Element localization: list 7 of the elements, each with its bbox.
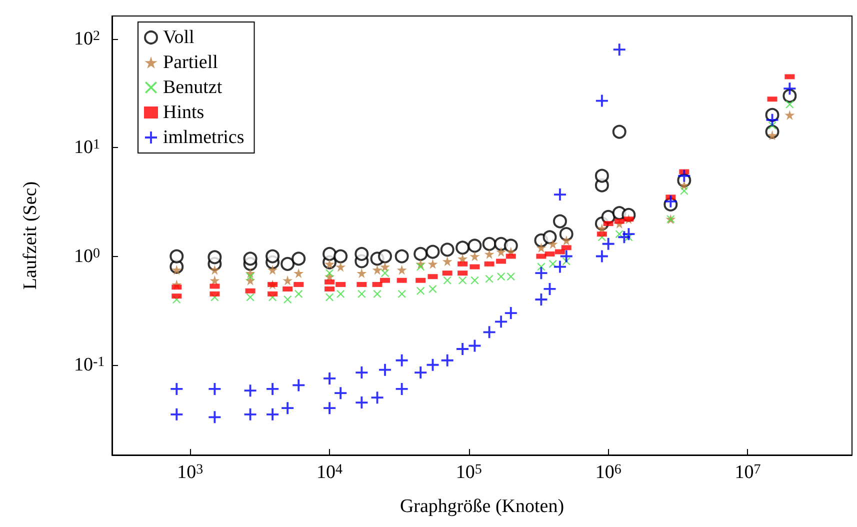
y-axis-title: Laufzeit (Sec)	[20, 181, 41, 290]
legend-label: Voll	[163, 27, 194, 48]
x-axis-title: Graphgröße (Knoten)	[400, 496, 564, 517]
legend-label: Benutzt	[163, 77, 223, 98]
legend-label: imlmetrics	[163, 127, 244, 148]
legend-label: Hints	[163, 102, 204, 123]
legend-label: Partiell	[163, 52, 218, 73]
